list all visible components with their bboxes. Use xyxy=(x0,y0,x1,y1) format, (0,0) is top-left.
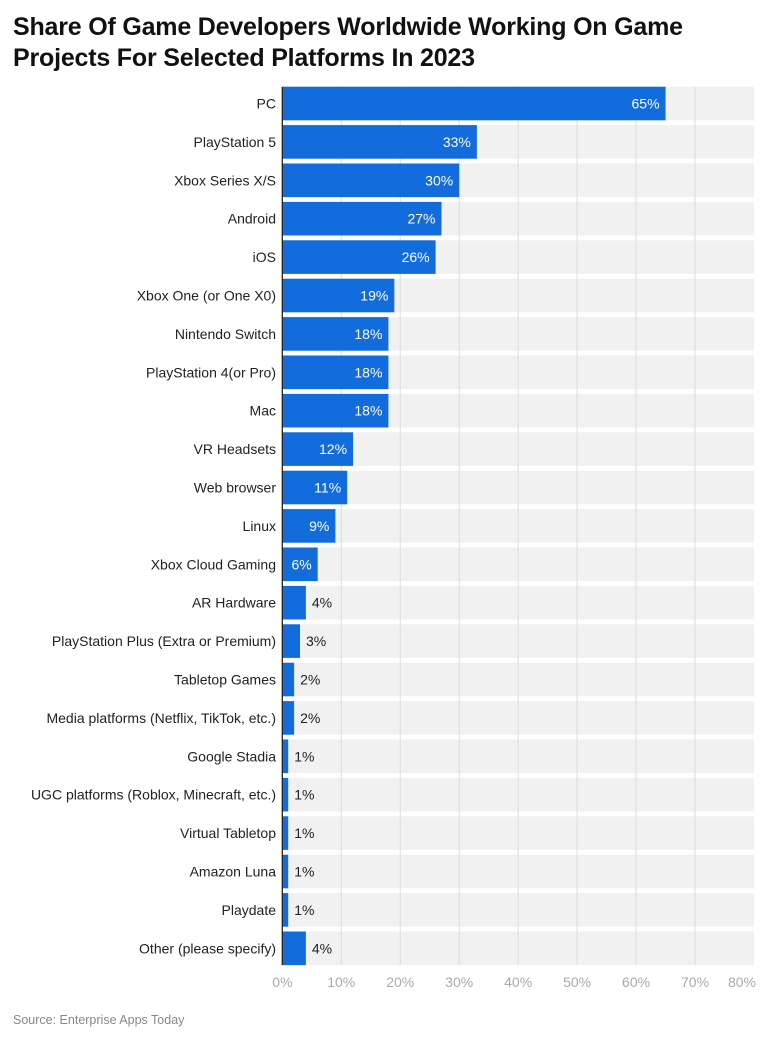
x-tick-label: 70% xyxy=(681,974,709,990)
x-tick-label: 20% xyxy=(386,974,414,990)
data-label: 1% xyxy=(294,748,314,764)
x-tick-label: 60% xyxy=(622,974,650,990)
bar xyxy=(282,240,436,274)
category-label: Mac xyxy=(250,403,276,419)
data-label: 1% xyxy=(294,902,314,918)
category-label: Xbox Series X/S xyxy=(174,172,276,188)
bar xyxy=(282,393,389,428)
category-label: PC xyxy=(257,96,276,112)
bar xyxy=(282,86,666,121)
data-label: 4% xyxy=(312,595,332,611)
category-label: PlayStation Plus (Extra or Premium) xyxy=(52,633,276,649)
category-label: Amazon Luna xyxy=(190,864,277,880)
category-label: Virtual Tabletop xyxy=(180,825,276,841)
bar xyxy=(282,355,389,390)
bar xyxy=(282,509,336,543)
data-label: 18% xyxy=(354,326,382,342)
category-label: Tabletop Games xyxy=(174,672,276,688)
data-label: 9% xyxy=(309,518,329,534)
bar xyxy=(282,163,460,198)
category-label: Google Stadia xyxy=(187,748,276,764)
bar xyxy=(282,470,348,505)
data-label: 4% xyxy=(312,940,332,956)
category-label: Xbox One (or One X0) xyxy=(137,288,276,304)
bar xyxy=(282,739,289,774)
data-label: 2% xyxy=(300,672,320,688)
data-label: 65% xyxy=(632,96,660,112)
x-tick-label: 10% xyxy=(327,974,355,990)
bar xyxy=(282,854,289,889)
category-label: Media platforms (Netflix, TikTok, etc.) xyxy=(46,710,276,726)
bar xyxy=(282,662,295,697)
category-label: Xbox Cloud Gaming xyxy=(151,556,276,572)
category-label: Linux xyxy=(243,518,276,534)
category-label: VR Headsets xyxy=(194,441,276,457)
data-label: 2% xyxy=(300,710,320,726)
data-label: 19% xyxy=(360,288,388,304)
source-note: Source: Enterprise Apps Today xyxy=(13,1013,185,1027)
data-label: 1% xyxy=(294,864,314,880)
x-tick-label: 30% xyxy=(445,974,473,990)
bar xyxy=(282,547,318,582)
x-tick-label: 80% xyxy=(728,974,756,990)
category-label: UGC platforms (Roblox, Minecraft, etc.) xyxy=(31,787,276,803)
data-label: 26% xyxy=(402,249,430,265)
category-label: PlayStation 4(or Pro) xyxy=(146,364,276,380)
bar xyxy=(282,278,395,313)
bar xyxy=(282,624,300,658)
data-label: 18% xyxy=(354,364,382,380)
bar xyxy=(282,432,354,466)
data-label: 6% xyxy=(291,556,311,572)
category-label: Android xyxy=(228,211,276,227)
data-label: 27% xyxy=(407,211,435,227)
data-label: 12% xyxy=(319,441,347,457)
category-label: PlayStation 5 xyxy=(194,134,277,150)
data-label: 18% xyxy=(354,403,382,419)
x-tick-label: 0% xyxy=(272,974,292,990)
bar xyxy=(282,816,289,850)
category-label: Nintendo Switch xyxy=(175,326,276,342)
bar xyxy=(282,701,295,735)
data-label: 11% xyxy=(314,480,341,496)
chart-title: Share Of Game Developers Worldwide Worki… xyxy=(13,13,683,72)
x-tick-label: 40% xyxy=(504,974,532,990)
category-label: AR Hardware xyxy=(192,595,276,611)
bar xyxy=(282,585,306,620)
bar xyxy=(282,201,442,236)
data-label: 1% xyxy=(294,787,314,803)
data-label: 33% xyxy=(443,134,471,150)
bar xyxy=(282,893,289,927)
category-label: Other (please specify) xyxy=(139,940,276,956)
category-label: Web browser xyxy=(194,480,277,496)
bar xyxy=(282,125,477,159)
category-label: Playdate xyxy=(222,902,277,918)
data-label: 30% xyxy=(425,172,453,188)
category-label: iOS xyxy=(253,249,276,265)
x-tick-label: 50% xyxy=(563,974,591,990)
data-label: 1% xyxy=(294,825,314,841)
data-label: 3% xyxy=(306,633,326,649)
bar xyxy=(282,931,306,966)
bar xyxy=(282,777,289,812)
bar xyxy=(282,317,389,351)
